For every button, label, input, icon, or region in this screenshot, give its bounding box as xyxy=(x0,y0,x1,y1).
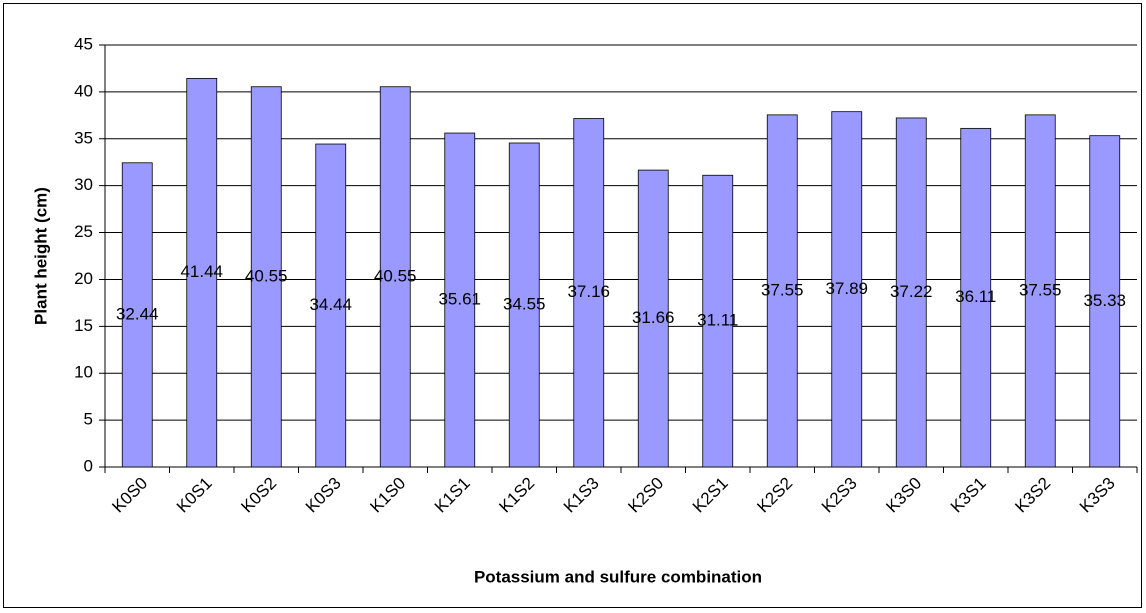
bar xyxy=(1024,114,1056,468)
x-axis-title: Potassium and sulfure combination xyxy=(474,567,762,586)
bar xyxy=(121,162,153,468)
y-tick-label: 40 xyxy=(74,81,93,100)
y-axis-title: Plant height (cm) xyxy=(31,187,50,325)
y-tick-label: 45 xyxy=(74,34,93,53)
bar xyxy=(1089,135,1121,468)
bar xyxy=(960,127,992,468)
data-label: 37.16 xyxy=(567,282,610,301)
data-label: 31.11 xyxy=(697,311,738,330)
bar xyxy=(766,114,798,468)
data-label: 41.44 xyxy=(180,262,223,281)
y-tick-label: 0 xyxy=(84,456,93,475)
data-label: 37.55 xyxy=(1019,280,1062,299)
data-label: 34.55 xyxy=(503,294,546,313)
data-label: 32.44 xyxy=(116,304,159,323)
y-tick-label: 10 xyxy=(74,363,93,382)
data-label: 36.11 xyxy=(955,287,996,306)
bar xyxy=(186,77,218,468)
bar xyxy=(895,117,927,468)
data-label: 37.22 xyxy=(890,282,933,301)
bar xyxy=(637,169,669,468)
data-label: 35.33 xyxy=(1083,291,1126,310)
data-label: 34.44 xyxy=(309,295,352,314)
y-tick-label: 15 xyxy=(74,316,93,335)
bar xyxy=(573,118,605,468)
bar xyxy=(702,174,734,468)
y-tick-label: 30 xyxy=(74,175,93,194)
y-tick-label: 35 xyxy=(74,128,93,147)
bar xyxy=(508,142,540,468)
bar xyxy=(315,143,347,468)
bar xyxy=(379,86,411,468)
data-label: 31.66 xyxy=(632,308,675,327)
y-tick-label: 5 xyxy=(84,410,93,429)
data-label: 40.55 xyxy=(374,266,417,285)
bar xyxy=(831,111,863,468)
bar xyxy=(444,132,476,468)
y-tick-label: 20 xyxy=(74,269,93,288)
data-label: 35.61 xyxy=(438,290,481,309)
data-label: 40.55 xyxy=(245,266,288,285)
bar xyxy=(250,86,282,468)
data-label: 37.55 xyxy=(761,280,804,299)
y-tick-label: 25 xyxy=(74,222,93,241)
data-label: 37.89 xyxy=(825,279,868,298)
